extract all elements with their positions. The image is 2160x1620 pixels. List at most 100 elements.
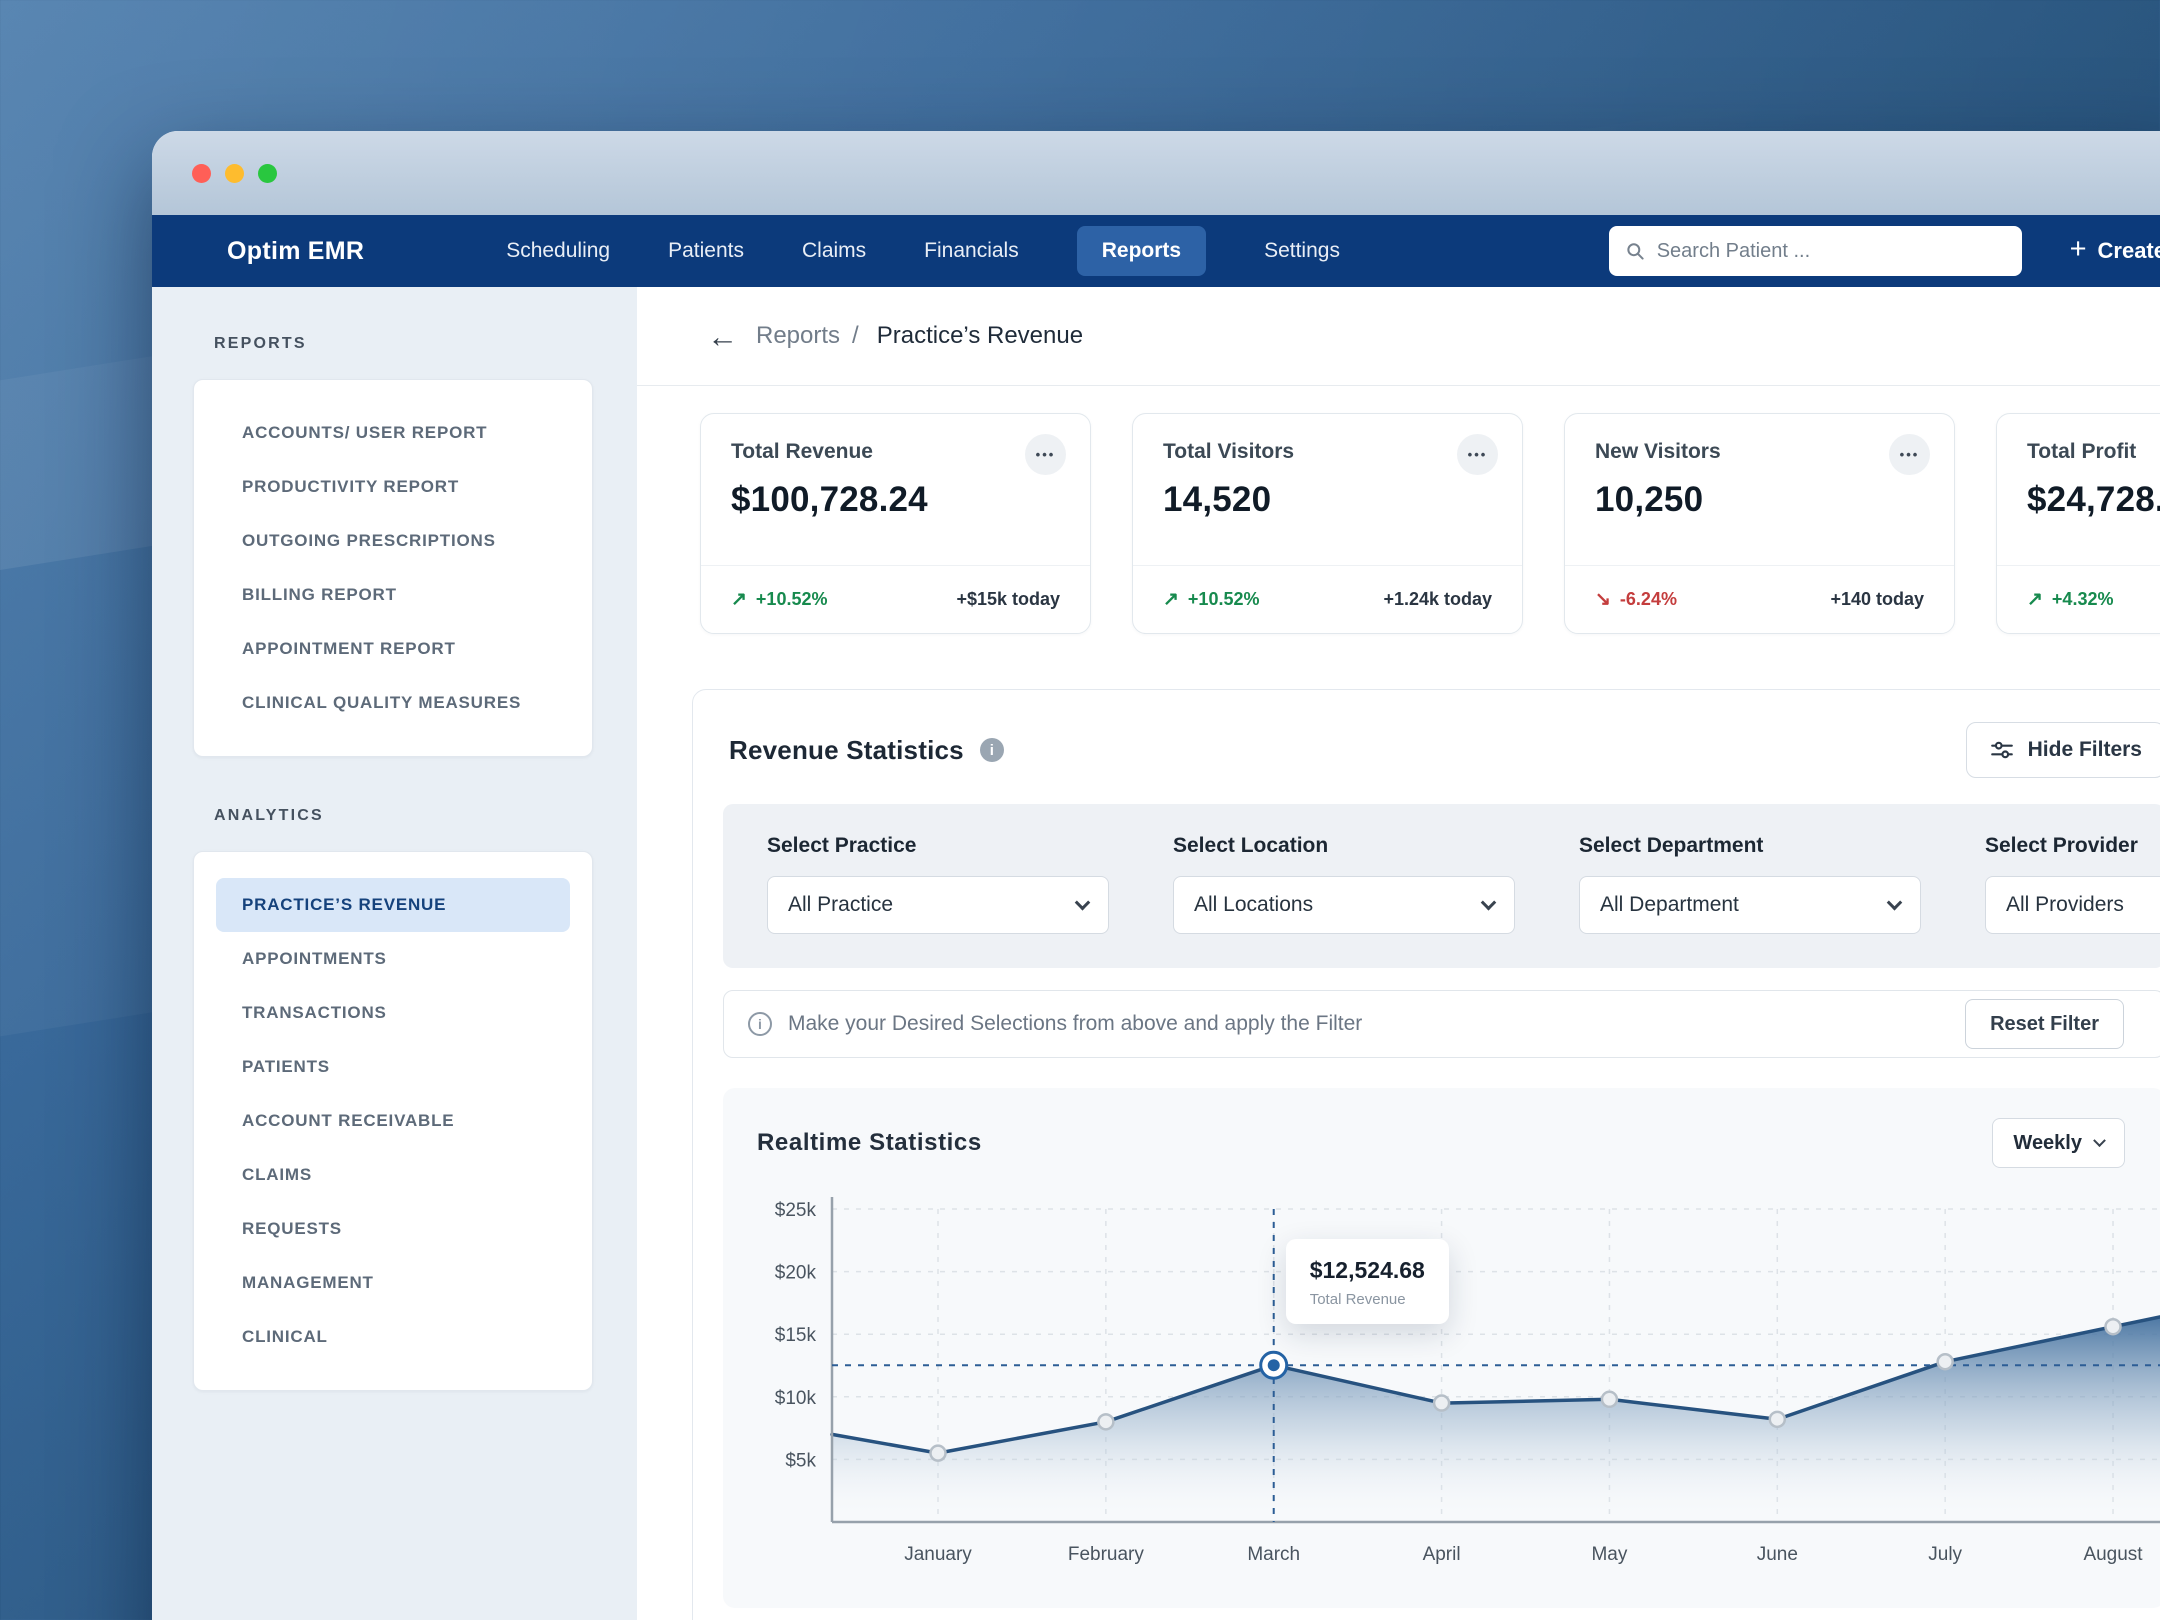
main-content: ← Reports / Practice’s Revenue Total Rev…: [637, 287, 2160, 1620]
sidebar-item-practice-s-revenue[interactable]: PRACTICE’S REVENUE: [216, 878, 570, 932]
sidebar-item-appointments[interactable]: APPOINTMENTS: [216, 932, 570, 986]
hide-filters-button[interactable]: Hide Filters: [1966, 722, 2160, 778]
sidebar-item-clinical-quality-measures[interactable]: CLINICAL QUALITY MEASURES: [216, 676, 570, 730]
sidebar-item-patients[interactable]: PATIENTS: [216, 1040, 570, 1094]
app-logo-light: EMR: [308, 237, 364, 265]
sidebar-item-management[interactable]: MANAGEMENT: [216, 1256, 570, 1310]
breadcrumb-parent[interactable]: Reports: [756, 322, 840, 350]
realtime-statistics-header: Realtime Statistics Weekly: [757, 1118, 2160, 1168]
filter-select-select-location[interactable]: All Locations: [1173, 876, 1515, 934]
filter-panel: Select Practice All Practice Select Locati…: [723, 804, 2160, 968]
trend-down: ↘-6.24%: [1595, 588, 1677, 611]
filter-label: Select Provider: [1985, 834, 2160, 858]
stat-card-title: Total Visitors: [1163, 440, 1498, 464]
sidebar-section-title-analytics: ANALYTICS: [214, 807, 637, 825]
stat-card-value: 10,250: [1595, 480, 1930, 520]
svg-text:$25k: $25k: [775, 1200, 817, 1221]
revenue-statistics-title: Revenue Statistics: [729, 735, 964, 766]
sidebar-item-account-receivable[interactable]: ACCOUNT RECEIVABLE: [216, 1094, 570, 1148]
stat-card-title: New Visitors: [1595, 440, 1930, 464]
nav-item-scheduling[interactable]: Scheduling: [506, 239, 610, 263]
nav-item-reports[interactable]: Reports: [1077, 226, 1206, 276]
sidebar-section-title-reports: REPORTS: [214, 335, 637, 353]
trend-up-icon: ↗: [2027, 588, 2043, 611]
app-window: OptimEMR Scheduling Patients Claims Financi…: [152, 131, 2160, 1620]
sidebar-item-accounts-user-report[interactable]: ACCOUNTS/ USER REPORT: [216, 406, 570, 460]
chevron-down-icon: [1887, 894, 1903, 910]
stat-card-total-visitors: Total Visitors•••14,520↗+10.52%+1.24k to…: [1132, 413, 1523, 634]
svg-text:$20k: $20k: [775, 1263, 817, 1284]
svg-text:$15k: $15k: [775, 1325, 817, 1346]
sidebar-item-billing-report[interactable]: BILLING REPORT: [216, 568, 570, 622]
svg-text:June: June: [1757, 1544, 1798, 1565]
card-menu-button[interactable]: •••: [1457, 434, 1498, 475]
sidebar-item-transactions[interactable]: TRANSACTIONS: [216, 986, 570, 1040]
back-arrow-icon[interactable]: ←: [707, 321, 738, 352]
nav-item-settings[interactable]: Settings: [1264, 239, 1340, 263]
stat-card-footer: ↘-6.24%+140 today: [1565, 565, 1954, 633]
search-input[interactable]: [1657, 240, 2006, 263]
sidebar-card-analytics: PRACTICE’S REVENUEAPPOINTMENTSTRANSACTIO…: [193, 851, 593, 1391]
create-button-label: Create: [2098, 238, 2160, 264]
stat-card-top: Total Revenue•••$100,728.24: [701, 414, 1090, 565]
svg-text:August: August: [2083, 1544, 2143, 1565]
filter-group-select-location: Select LocationAll Locations: [1173, 834, 1515, 934]
tune-filter-icon: [1989, 737, 2015, 763]
patient-search-box[interactable]: [1609, 226, 2022, 276]
trend-percentage: +4.32%: [2052, 589, 2114, 610]
chart-tooltip: $12,524.68 Total Revenue: [1286, 1239, 1449, 1324]
stat-card-value: $24,728.: [2027, 480, 2160, 520]
svg-text:May: May: [1591, 1544, 1627, 1565]
filter-group-select-department: Select Department All Department: [1579, 834, 1921, 934]
range-selector-value: Weekly: [2013, 1132, 2082, 1155]
tooltip-value: $12,524.68: [1310, 1257, 1425, 1284]
reset-filter-button[interactable]: Reset Filter: [1965, 999, 2124, 1049]
filter-select-select-practice[interactable]: All Practice: [767, 876, 1109, 934]
sidebar-card-reports: ACCOUNTS/ USER REPORTPRODUCTIVITY REPORT…: [193, 379, 593, 757]
sidebar-item-clinical[interactable]: CLINICAL: [216, 1310, 570, 1364]
maximize-window-button[interactable]: [258, 164, 277, 183]
create-button[interactable]: + Create: [2070, 238, 2160, 264]
card-menu-button[interactable]: •••: [1889, 434, 1930, 475]
nav-item-patients[interactable]: Patients: [668, 239, 744, 263]
svg-text:$10k: $10k: [775, 1388, 817, 1409]
nav-item-financials[interactable]: Financials: [924, 239, 1019, 263]
chevron-down-icon: [1075, 894, 1091, 910]
search-icon: [1625, 240, 1645, 262]
filter-selected-value: All Department: [1600, 893, 1739, 917]
stats-row: Total Revenue•••$100,728.24↗+10.52%+$15k…: [637, 386, 2160, 634]
chevron-down-icon: [2093, 1134, 2106, 1147]
close-window-button[interactable]: [192, 164, 211, 183]
trend-up: ↗+10.52%: [1163, 588, 1259, 611]
sidebar-item-outgoing-prescriptions[interactable]: OUTGOING PRESCRIPTIONS: [216, 514, 570, 568]
filter-select-select-provider[interactable]: All Providers: [1985, 876, 2160, 934]
svg-text:March: March: [1247, 1544, 1300, 1565]
filter-note-bar: i Make your Desired Selections from abov…: [723, 990, 2160, 1058]
stat-card-footer: ↗+10.52%+1.24k today: [1133, 565, 1522, 633]
trend-down-icon: ↘: [1595, 588, 1611, 611]
filter-label: Select Department: [1579, 834, 1921, 858]
filter-select-select-department[interactable]: All Department: [1579, 876, 1921, 934]
stat-card-top: Total Visitors•••14,520: [1133, 414, 1522, 565]
breadcrumb-separator: /: [852, 322, 859, 350]
revenue-statistics-card: Revenue Statistics i Hide Filters Select…: [692, 689, 2160, 1620]
revenue-area-chart: $5k$10k$15k$20k$25kJanuaryFebruaryMarchA…: [757, 1184, 2160, 1584]
minimize-window-button[interactable]: [225, 164, 244, 183]
stat-card-top: Total Profit•••$24,728.: [1997, 414, 2160, 565]
app-logo: OptimEMR: [227, 237, 364, 266]
filter-label: Select Practice: [767, 834, 1109, 858]
stat-card-total-profit: Total Profit•••$24,728. ↗ +4.32%: [1996, 413, 2160, 634]
sidebar-item-productivity-report[interactable]: PRODUCTIVITY REPORT: [216, 460, 570, 514]
trend-percentage: +10.52%: [756, 589, 828, 610]
sidebar-item-claims[interactable]: CLAIMS: [216, 1148, 570, 1202]
svg-text:April: April: [1423, 1544, 1461, 1565]
filter-note-text: Make your Desired Selections from above …: [788, 1012, 1362, 1036]
filter-group-select-provider: Select Provider All Providers: [1985, 834, 2160, 934]
filter-group-select-practice: Select Practice All Practice: [767, 834, 1109, 934]
sidebar: REPORTS ACCOUNTS/ USER REPORTPRODUCTIVITY…: [152, 287, 637, 1620]
nav-item-claims[interactable]: Claims: [802, 239, 866, 263]
sidebar-item-appointment-report[interactable]: APPOINTMENT REPORT: [216, 622, 570, 676]
range-selector-dropdown[interactable]: Weekly: [1992, 1118, 2125, 1168]
card-menu-button[interactable]: •••: [1025, 434, 1066, 475]
sidebar-item-requests[interactable]: REQUESTS: [216, 1202, 570, 1256]
